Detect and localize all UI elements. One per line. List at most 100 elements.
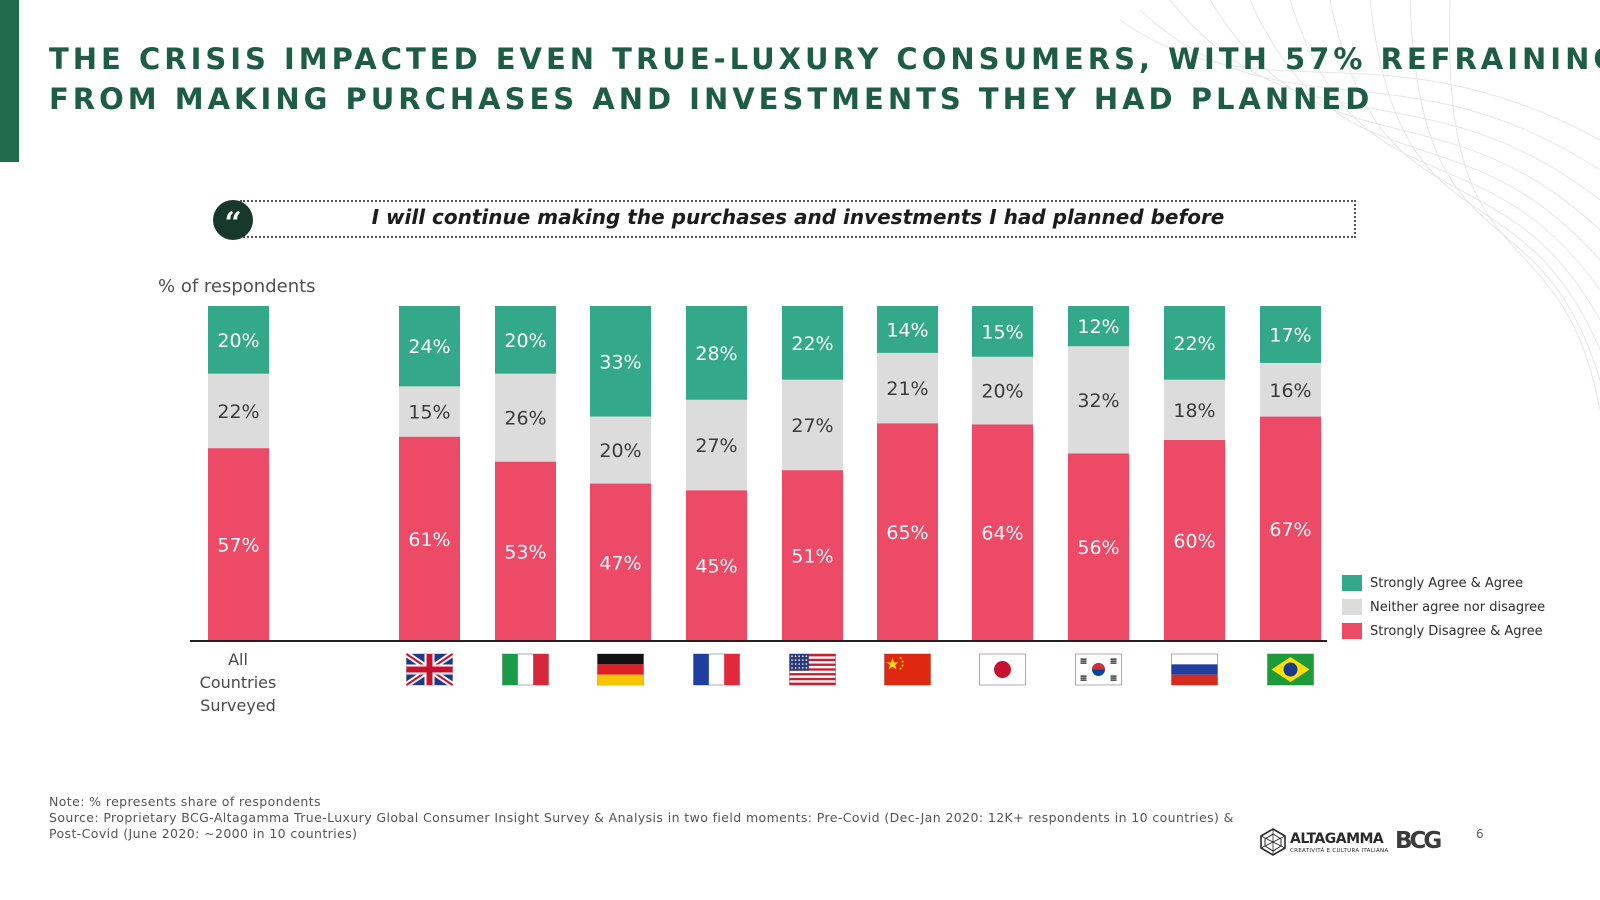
bar-segment-neutral (686, 399, 747, 491)
footnote: Note: % represents share of respondents … (49, 794, 1239, 842)
bar-segment-disagree (972, 424, 1033, 641)
legend-item-disagree: Strongly Disagree & Agree (1342, 619, 1545, 643)
russia-flag-icon (1171, 653, 1218, 686)
altagamma-logo: ALTAGAMMA CREATIVITÀ E CULTURA ITALIANA (1260, 828, 1388, 858)
data-label: 51% (791, 546, 833, 568)
category-label-line: Surveyed (200, 696, 276, 715)
data-label: 27% (695, 435, 737, 457)
legend-swatch (1342, 599, 1362, 615)
bar-segment-disagree (208, 448, 269, 641)
data-label: 17% (1269, 324, 1311, 346)
y-axis-title: % of respondents (158, 276, 316, 297)
bar-segment-agree (1068, 306, 1129, 347)
data-label: 26% (504, 408, 546, 430)
footnote-source: Source: Proprietary BCG-Altagamma True-L… (49, 810, 1234, 841)
bar-segment-neutral (1068, 346, 1129, 454)
bar-segment-neutral (972, 356, 1033, 425)
data-label: 27% (791, 415, 833, 437)
footnote-note: Note: % represents share of respondents (49, 794, 321, 809)
bar-segment-neutral (590, 416, 651, 484)
data-label: 15% (981, 321, 1023, 343)
france-flag-icon (693, 653, 740, 686)
bar-segment-neutral (1164, 379, 1225, 440)
data-label: 20% (599, 440, 641, 462)
germany-flag-icon (597, 653, 644, 686)
bar-segment-disagree (590, 483, 651, 641)
data-label: 45% (695, 556, 737, 578)
data-label: 22% (1173, 333, 1215, 355)
data-label: 57% (217, 535, 259, 557)
data-label: 18% (1173, 400, 1215, 422)
data-label: 20% (504, 330, 546, 352)
legend-item-agree: Strongly Agree & Agree (1342, 571, 1545, 595)
brazil-flag-icon (1267, 653, 1314, 686)
italy-flag-icon (502, 653, 549, 686)
japan-flag-icon (979, 653, 1026, 686)
category-label-line: Countries (199, 673, 277, 692)
bar-segment-disagree (1068, 453, 1129, 641)
legend-label: Neither agree nor disagree (1370, 599, 1546, 615)
china-flag-icon (884, 653, 931, 686)
quote-icon: “ (213, 200, 253, 241)
data-label: 24% (408, 336, 450, 358)
data-label: 56% (1077, 537, 1119, 559)
data-label: 61% (408, 529, 450, 551)
bar-segment-agree (686, 306, 747, 400)
legend-label: Strongly Agree & Agree (1370, 575, 1524, 591)
data-label: 28% (695, 343, 737, 365)
survey-statement: I will continue making the purchases and… (371, 205, 1225, 229)
altagamma-wordmark: ALTAGAMMA (1290, 831, 1384, 847)
uk-flag-icon (404, 651, 455, 688)
data-label: 20% (217, 330, 259, 352)
legend-swatch (1342, 623, 1362, 639)
bar-segment-disagree (1164, 440, 1225, 641)
south-korea-flag-icon (1075, 653, 1122, 686)
bar-segment-disagree (399, 436, 460, 641)
data-label: 60% (1173, 531, 1215, 553)
bar-segment-neutral (782, 379, 843, 471)
bar-segment-neutral (399, 386, 460, 437)
data-label: 21% (886, 378, 928, 400)
bar-segment-agree (877, 306, 938, 353)
legend-swatch (1342, 575, 1362, 591)
legend-item-neutral: Neither agree nor disagree (1342, 595, 1545, 619)
bar-segment-agree (782, 306, 843, 380)
data-label: 12% (1077, 316, 1119, 338)
bar-segment-neutral (1260, 362, 1321, 417)
bar-segment-neutral (495, 373, 556, 462)
bar-segment-agree (972, 306, 1033, 357)
category-label-all-countries: All Countries Surveyed (190, 648, 286, 717)
usa-flag-icon (789, 653, 836, 686)
slide-title-line-1: THE CRISIS IMPACTED EVEN TRUE-LUXURY CON… (49, 42, 1600, 76)
accent-bar (0, 0, 19, 162)
bar-segment-agree (399, 306, 460, 387)
bar-segment-neutral (208, 373, 269, 449)
legend-label: Strongly Disagree & Agree (1370, 623, 1543, 639)
data-label: 22% (217, 401, 259, 423)
data-label: 33% (599, 351, 641, 373)
data-label: 16% (1269, 380, 1311, 402)
bar-segment-agree (1260, 306, 1321, 363)
bar-segment-agree (590, 306, 651, 417)
bar-segment-disagree (877, 423, 938, 641)
bar-segment-disagree (495, 461, 556, 641)
data-label: 32% (1077, 390, 1119, 412)
data-label: 47% (599, 552, 641, 574)
slide-title-line-2: FROM MAKING PURCHASES AND INVESTMENTS TH… (49, 82, 1374, 116)
bar-segment-agree (208, 306, 269, 374)
altagamma-emblem-icon (1260, 828, 1286, 856)
data-label: 20% (981, 381, 1023, 403)
data-label: 22% (791, 333, 833, 355)
category-label-line: All (228, 650, 248, 669)
bar-segment-agree (495, 306, 556, 374)
chart-legend: Strongly Agree & Agree Neither agree nor… (1342, 571, 1545, 643)
bar-segment-disagree (1260, 416, 1321, 641)
data-label: 14% (886, 319, 928, 341)
bcg-logo: BCG (1395, 828, 1442, 854)
data-label: 67% (1269, 519, 1311, 541)
bar-segment-neutral (877, 352, 938, 424)
data-label: 15% (408, 402, 450, 424)
bar-segment-agree (1164, 306, 1225, 380)
bar-segment-disagree (782, 470, 843, 641)
